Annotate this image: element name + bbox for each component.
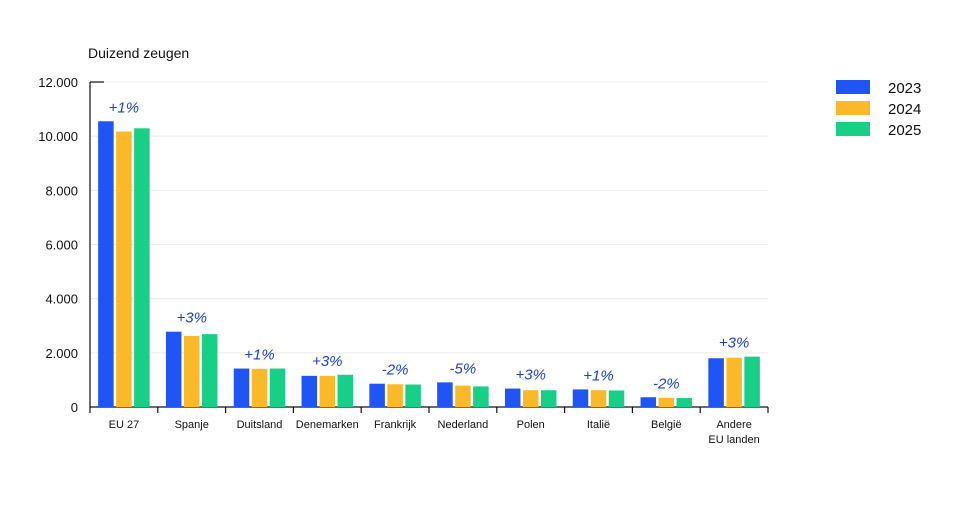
bar: [134, 128, 150, 407]
bar: [201, 334, 218, 407]
bar: [251, 368, 268, 407]
bar: [437, 382, 453, 407]
category-label: Duitsland: [237, 419, 283, 431]
category-label-line: Andere: [716, 419, 751, 431]
y-tick-label: 4.000: [45, 292, 78, 307]
bar: [540, 390, 557, 407]
legend-swatch: [836, 80, 870, 94]
bar: [504, 388, 521, 407]
bar: [608, 390, 625, 407]
y-tick-label: 2.000: [45, 346, 78, 361]
bar: [387, 384, 403, 407]
y-tick-label: 12.000: [38, 75, 78, 90]
legend-swatch: [836, 122, 870, 136]
category-label-line: Duitsland: [237, 419, 283, 431]
category-label: Frankrijk: [374, 419, 417, 431]
gridlines: [90, 81, 768, 354]
category-label: Italië: [587, 419, 610, 431]
category-label: Spanje: [175, 419, 209, 431]
bar: [319, 375, 336, 407]
bar: [337, 374, 354, 407]
bar: [369, 383, 385, 407]
category-label-line: EU 27: [109, 419, 140, 431]
bar: [572, 389, 589, 407]
bar: [726, 357, 742, 407]
change-label: +3%: [176, 310, 206, 327]
bar: [676, 398, 693, 407]
category-label-line: Spanje: [175, 419, 209, 431]
bar: [301, 375, 318, 407]
bar: [183, 336, 200, 407]
change-label: +1%: [583, 367, 613, 384]
category-label-line: EU landen: [708, 434, 759, 446]
category-label-line: België: [651, 419, 682, 431]
bar: [269, 368, 286, 407]
category-label: Polen: [517, 419, 545, 431]
change-label: +3%: [312, 353, 342, 370]
bar: [98, 121, 114, 407]
change-label: -2%: [653, 375, 680, 392]
bar: [658, 397, 675, 407]
y-tick-label: 8.000: [45, 183, 78, 198]
bar: [744, 356, 760, 407]
bar: [590, 390, 607, 407]
category-label: EU 27: [109, 419, 140, 431]
category-label-line: Frankrijk: [374, 419, 417, 431]
bar: [405, 384, 421, 407]
category-label-line: Denemarken: [296, 419, 359, 431]
category-label: België: [651, 419, 682, 431]
change-label: -5%: [450, 360, 477, 377]
legend-swatch: [836, 101, 870, 115]
y-axis-unit-label: Duizend zeugen: [88, 45, 189, 61]
bar: [165, 331, 182, 407]
y-tick-label: 6.000: [45, 238, 78, 253]
legend-label: 2025: [888, 122, 921, 139]
change-label: +3%: [719, 335, 749, 352]
x-axis: [89, 406, 769, 413]
bar: [708, 358, 724, 407]
bar: [522, 390, 539, 407]
change-label: +3%: [515, 367, 545, 384]
category-label: Andere EU landen: [708, 419, 759, 446]
category-label-line: Nederland: [438, 419, 489, 431]
bar: [473, 386, 489, 407]
change-labels: +1% +3% +1% +3% -2% -5% +3% +1% -2% +3%: [109, 99, 750, 392]
y-tick-label: 0: [71, 400, 78, 415]
bar: [455, 385, 471, 407]
bar: [233, 368, 250, 407]
category-label: Nederland: [438, 419, 489, 431]
y-tick-label: 10.000: [38, 129, 78, 144]
bar: [116, 131, 132, 407]
change-label: -2%: [382, 362, 409, 379]
y-axis: 0 2.000 4.000 6.000 8.000 10.000 12.000: [38, 75, 104, 415]
bar: [640, 397, 657, 407]
category-label-line: Polen: [517, 419, 545, 431]
change-label: +1%: [244, 347, 274, 364]
legend-label: 2024: [888, 101, 921, 118]
legend-label: 2023: [888, 80, 921, 97]
bars: [98, 121, 760, 407]
category-labels: EU 27 Spanje Duitsland Denemarken Frankrijk N…: [109, 419, 760, 446]
legend: 2023 2024 2025: [836, 80, 921, 139]
category-label-line: Italië: [587, 419, 610, 431]
change-label: +1%: [109, 99, 139, 116]
category-label: Denemarken: [296, 419, 359, 431]
